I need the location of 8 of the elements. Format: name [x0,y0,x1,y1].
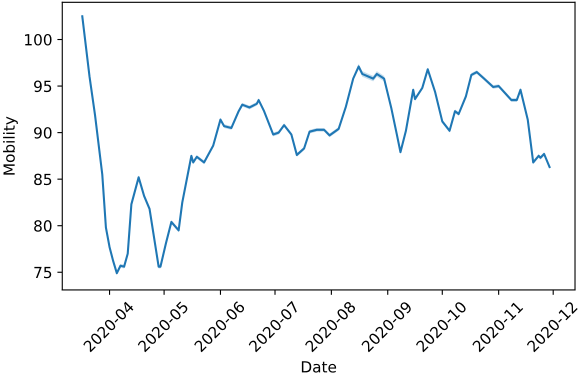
y-tick-label: 100 [25,34,52,46]
y-tick-label: 90 [34,127,52,139]
y-tick-label: 80 [34,220,52,232]
x-axis-title: Date [302,361,336,373]
y-tick-label: 95 [34,80,52,92]
y-axis-title: Mobility [3,116,18,175]
y-tick-label: 75 [34,266,52,278]
y-tick-label: 85 [34,174,52,186]
